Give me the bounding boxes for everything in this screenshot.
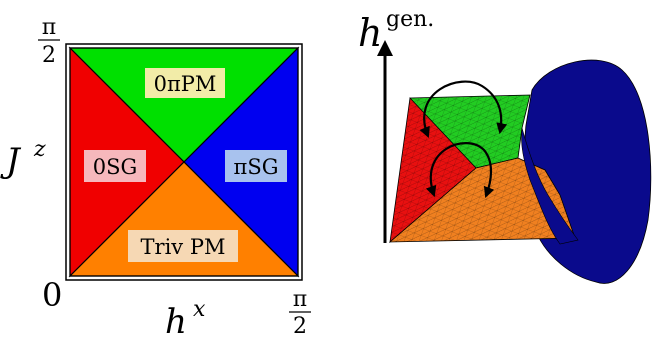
svg-text:h: h <box>165 302 187 337</box>
svg-text:2: 2 <box>42 43 56 68</box>
label-pisg: πSG <box>234 155 279 179</box>
svg-text:2: 2 <box>293 314 307 337</box>
corner-label-right: π 2 <box>289 287 311 337</box>
svg-text:gen.: gen. <box>386 7 434 32</box>
curved-arrow-lower <box>425 142 495 199</box>
blue-surface-front <box>521 127 579 245</box>
svg-text:π: π <box>293 287 307 312</box>
orange-surface-mesh <box>390 158 575 242</box>
svg-text:J: J <box>0 141 22 181</box>
label-bg-pisg <box>225 150 287 182</box>
svg-text:π: π <box>42 15 56 40</box>
label-0pipm: 0πPM <box>154 72 217 96</box>
svg-text:x: x <box>193 297 206 322</box>
origin-label: 0 <box>42 276 62 314</box>
label-bg-0sg <box>84 150 146 182</box>
curved-arrow-upper <box>419 80 508 139</box>
phase-diagram: 0πPM 0SG πSG Triv PM J z h x 0 π 2 π 2 <box>0 15 311 337</box>
gen-axis-label: h gen. <box>358 7 434 55</box>
label-bg-triv-pm <box>128 230 238 262</box>
red-surface-mesh <box>390 98 476 242</box>
inner-frame <box>69 47 299 277</box>
label-triv-pm: Triv PM <box>141 235 226 259</box>
surface-plot: h gen. <box>358 7 652 284</box>
svg-text:h: h <box>358 11 382 55</box>
vertical-axis-arrowhead <box>377 40 393 56</box>
x-axis-label: h x <box>165 297 206 337</box>
svg-text:z: z <box>33 137 46 162</box>
label-0sg: 0SG <box>93 155 138 179</box>
corner-label-top: π 2 <box>38 15 60 68</box>
label-bg-0pipm <box>145 68 225 98</box>
phase-frame <box>65 43 303 281</box>
y-axis-label: J z <box>0 137 46 181</box>
